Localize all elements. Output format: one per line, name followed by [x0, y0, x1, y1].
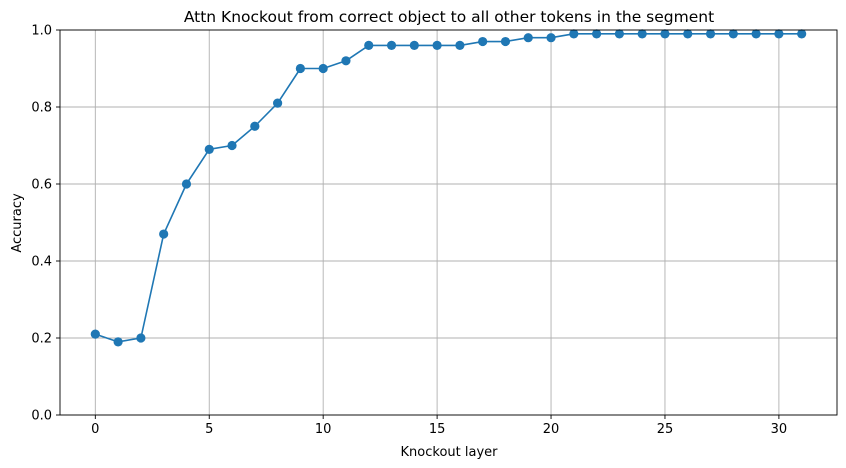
data-point-layer-6 — [227, 140, 237, 151]
chart-title: Attn Knockout from correct object to all… — [184, 8, 714, 26]
data-point-layer-31 — [797, 29, 807, 39]
data-point-layer-27 — [705, 29, 716, 39]
y-tick-label-4: 0.8 — [31, 101, 52, 116]
data-point-layer-18 — [500, 36, 511, 47]
data-point-layer-8 — [273, 98, 283, 108]
data-points — [90, 29, 807, 347]
x-tick-label-6: 30 — [771, 422, 788, 437]
data-point-layer-1 — [113, 337, 123, 347]
y-tick-label-3: 0.6 — [31, 178, 52, 193]
y-axis-label: Accuracy — [10, 193, 25, 253]
x-tick-label-0: 0 — [91, 422, 99, 437]
data-point-layer-10 — [318, 63, 328, 74]
x-tick-label-3: 15 — [429, 422, 446, 437]
y-tick-label-5: 1.0 — [31, 24, 52, 39]
x-tick-label-2: 10 — [315, 422, 332, 437]
x-tick-label-1: 5 — [205, 422, 213, 437]
data-point-layer-11 — [341, 56, 351, 66]
y-tick-label-2: 0.4 — [31, 255, 52, 270]
data-point-layer-22 — [592, 29, 602, 39]
data-point-layer-21 — [569, 29, 579, 39]
data-point-layer-20 — [546, 33, 556, 43]
data-point-layer-23 — [614, 29, 624, 39]
data-point-layer-7 — [250, 121, 260, 131]
data-point-layer-13 — [386, 40, 397, 51]
data-point-layer-25 — [660, 29, 670, 39]
data-point-layer-24 — [637, 29, 647, 39]
data-point-layer-16 — [455, 40, 465, 51]
data-point-layer-14 — [409, 40, 419, 51]
data-point-layer-2 — [136, 333, 146, 343]
x-tick-label-5: 25 — [657, 422, 674, 437]
axes-spines — [59, 29, 838, 416]
x-axis-label: Knockout layer — [401, 445, 499, 460]
data-point-layer-17 — [478, 36, 488, 47]
data-point-layer-19 — [523, 33, 533, 43]
series-line — [95, 33, 802, 343]
data-point-layer-26 — [683, 29, 693, 39]
data-point-layer-12 — [364, 40, 374, 51]
plot-frame — [59, 29, 838, 416]
series-line-accuracy — [95, 33, 802, 343]
data-point-layer-3 — [159, 229, 169, 239]
data-point-layer-4 — [181, 179, 192, 189]
x-axis-ticks: 0 5 10 15 20 25 30 — [91, 415, 787, 437]
data-point-layer-30 — [774, 29, 784, 39]
data-point-layer-0 — [90, 329, 100, 339]
data-point-layer-29 — [751, 29, 761, 39]
x-tick-label-4: 20 — [543, 422, 560, 437]
data-point-layer-9 — [295, 63, 305, 74]
grid — [60, 29, 837, 416]
y-axis-ticks: 0.0 0.2 0.4 0.6 0.8 1.0 — [31, 24, 60, 424]
data-point-layer-15 — [432, 40, 442, 51]
y-tick-label-1: 0.2 — [31, 332, 52, 347]
data-point-layer-28 — [728, 29, 738, 39]
data-point-layer-5 — [204, 144, 214, 154]
y-tick-label-0: 0.0 — [31, 409, 52, 424]
